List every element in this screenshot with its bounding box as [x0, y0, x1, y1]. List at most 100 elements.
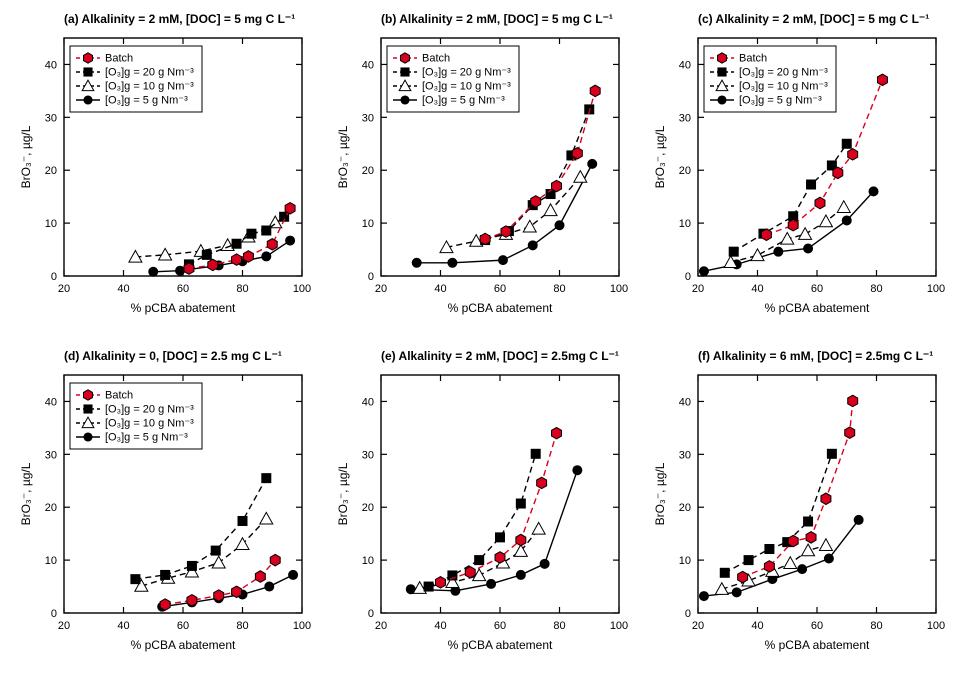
- series-marker-batch: [877, 74, 887, 86]
- x-tick-label: 80: [870, 620, 882, 632]
- series-marker-batch: [788, 535, 798, 547]
- legend-label: [O₃]g = 5 g Nm⁻³: [422, 95, 505, 107]
- series-marker-o3_5: [487, 579, 496, 588]
- series-marker-batch: [845, 426, 855, 438]
- y-tick-label: 20: [679, 165, 691, 177]
- legend-label: [O₃]g = 10 g Nm⁻³: [105, 417, 194, 429]
- y-tick-label: 20: [45, 165, 57, 177]
- series-marker-batch: [537, 477, 547, 489]
- x-tick-label: 20: [692, 283, 704, 295]
- panel-f: (f) Alkalinity = 6 mM, [DOC] = 2.5mg C L…: [644, 347, 953, 676]
- legend-label: [O₃]g = 5 g Nm⁻³: [739, 95, 822, 107]
- x-tick-label: 80: [553, 283, 565, 295]
- series-marker-o3_5: [262, 252, 271, 261]
- x-axis-label: % pCBA abatement: [765, 301, 870, 315]
- y-axis-label: BrO₃⁻, µg/L: [336, 125, 350, 188]
- x-tick-label: 40: [434, 283, 446, 295]
- chart-svg: 20406080100010203040% pCBA abatementBrO₃…: [10, 10, 319, 338]
- y-axis-label: BrO₃⁻, µg/L: [653, 462, 667, 525]
- legend-label: Batch: [739, 53, 767, 65]
- series-marker-batch: [531, 196, 541, 208]
- series-marker-batch: [480, 233, 490, 245]
- series-marker-batch: [821, 493, 831, 505]
- series-marker-batch: [848, 395, 858, 407]
- panel-grid: (a) Alkalinity = 2 mM, [DOC] = 5 mg C L⁻…: [10, 10, 947, 675]
- series-marker-o3_20: [531, 449, 540, 458]
- series-marker-o3_10: [799, 228, 812, 240]
- panel-title: (b) Alkalinity = 2 mM, [DOC] = 5 mg C L⁻…: [381, 12, 613, 26]
- series-marker-o3_5: [699, 267, 708, 276]
- series-marker-batch: [806, 531, 816, 543]
- y-tick-label: 0: [368, 271, 374, 283]
- series-marker-o3_5: [804, 244, 813, 253]
- x-tick-label: 60: [494, 620, 506, 632]
- series-marker-o3_5: [286, 236, 295, 245]
- x-axis-label: % pCBA abatement: [131, 638, 236, 652]
- legend-label: [O₃]g = 5 g Nm⁻³: [105, 95, 188, 107]
- series-marker-o3_10: [781, 232, 794, 244]
- series-marker-batch: [501, 226, 511, 238]
- series-line-o3_5: [162, 574, 293, 606]
- y-tick-label: 0: [685, 271, 691, 283]
- series-marker-batch: [232, 254, 242, 265]
- series-marker-o3_10: [715, 582, 728, 594]
- series-marker-batch: [270, 554, 280, 566]
- series-line-o3_5: [411, 470, 578, 591]
- series-marker-o3_20: [804, 517, 813, 526]
- legend-label: [O₃]g = 10 g Nm⁻³: [739, 81, 828, 93]
- y-tick-label: 10: [45, 218, 57, 230]
- series-marker-o3_5: [573, 465, 582, 474]
- x-axis-label: % pCBA abatement: [765, 638, 870, 652]
- x-tick-label: 60: [811, 283, 823, 295]
- series-marker-o3_10: [802, 544, 815, 556]
- panel-title: (a) Alkalinity = 2 mM, [DOC] = 5 mg C L⁻…: [64, 12, 295, 26]
- legend-label: [O₃]g = 20 g Nm⁻³: [105, 67, 194, 79]
- series-marker-batch: [788, 219, 798, 231]
- series-marker-o3_20: [496, 532, 505, 541]
- series-marker-batch: [815, 197, 825, 209]
- x-tick-label: 100: [293, 283, 311, 295]
- x-axis-label: % pCBA abatement: [448, 638, 553, 652]
- series-marker-batch: [160, 598, 170, 610]
- series-line-o3_20: [135, 478, 266, 579]
- series-line-o3_20: [725, 453, 832, 572]
- series-marker-batch: [572, 148, 582, 160]
- series-marker-o3_5: [265, 582, 274, 591]
- y-tick-label: 30: [362, 112, 374, 124]
- series-marker-o3_5: [149, 267, 158, 276]
- y-tick-label: 10: [45, 555, 57, 567]
- y-tick-label: 40: [45, 396, 57, 408]
- series-line-o3_20: [734, 144, 847, 252]
- legend-label: Batch: [422, 53, 450, 65]
- y-tick-label: 0: [51, 608, 57, 620]
- x-tick-label: 100: [927, 283, 945, 295]
- series-marker-o3_5: [412, 258, 421, 267]
- x-tick-label: 60: [177, 283, 189, 295]
- series-marker-o3_20: [424, 582, 433, 591]
- series-marker-batch: [833, 167, 843, 179]
- y-axis-label: BrO₃⁻, µg/L: [19, 462, 33, 525]
- series-marker-batch: [495, 551, 505, 563]
- series-marker-o3_5: [842, 216, 851, 225]
- y-tick-label: 30: [45, 449, 57, 461]
- series-marker-o3_20: [131, 574, 140, 583]
- y-tick-label: 0: [685, 608, 691, 620]
- series-marker-o3_5: [448, 258, 457, 267]
- series-marker-o3_10: [212, 556, 225, 568]
- series-marker-o3_20: [262, 226, 271, 235]
- chart-svg: 20406080100010203040% pCBA abatementBrO₃…: [327, 10, 636, 338]
- series-marker-o3_20: [238, 516, 247, 525]
- x-tick-label: 40: [434, 620, 446, 632]
- series-marker-o3_5: [699, 591, 708, 600]
- series-line-batch: [743, 400, 853, 576]
- panel-c: (c) Alkalinity = 2 mM, [DOC] = 5 mg C L⁻…: [644, 10, 953, 339]
- y-tick-label: 20: [45, 502, 57, 514]
- x-tick-label: 60: [177, 620, 189, 632]
- x-tick-label: 20: [692, 620, 704, 632]
- x-tick-label: 40: [751, 620, 763, 632]
- series-marker-o3_10: [544, 204, 557, 216]
- x-tick-label: 80: [553, 620, 565, 632]
- chart-svg: 20406080100010203040% pCBA abatementBrO₃…: [644, 347, 953, 675]
- x-axis-label: % pCBA abatement: [131, 301, 236, 315]
- panel-e: (e) Alkalinity = 2 mM, [DOC] = 2.5mg C L…: [327, 347, 636, 676]
